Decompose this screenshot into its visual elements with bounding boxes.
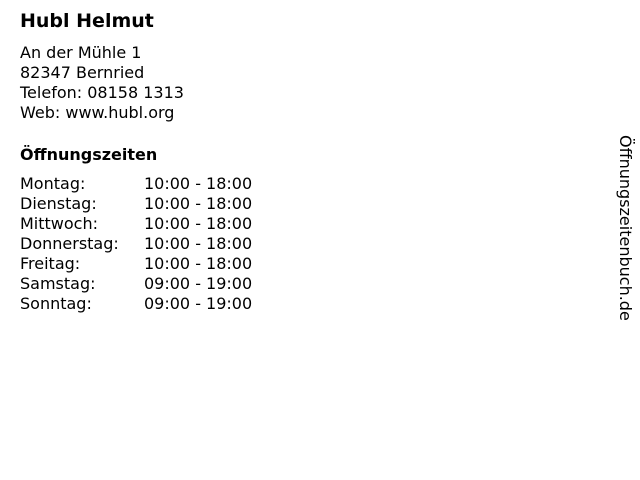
day: Freitag: xyxy=(20,254,81,273)
phone: Telefon: 08158 1313 xyxy=(20,83,184,102)
hours-row: Sonntag: 09:00 - 19:00 xyxy=(20,294,252,314)
day: Montag: xyxy=(20,174,86,193)
watermark: Öffnungszeitenbuch.de xyxy=(616,135,635,321)
day: Dienstag: xyxy=(20,194,97,213)
day: Mittwoch: xyxy=(20,214,98,233)
day: Samstag: xyxy=(20,274,96,293)
city: 82347 Bernried xyxy=(20,63,145,82)
day: Sonntag: xyxy=(20,294,92,313)
time: 10:00 - 18:00 xyxy=(144,174,253,193)
hours-table: Montag: 10:00 - 18:00 Dienstag: 10:00 - 18:… xyxy=(20,174,252,314)
time: 10:00 - 18:00 xyxy=(144,234,253,253)
time: 10:00 - 18:00 xyxy=(144,194,253,213)
hours-row: Freitag: 10:00 - 18:00 xyxy=(20,254,252,274)
time: 09:00 - 19:00 xyxy=(144,274,253,293)
hours-row: Donnerstag: 10:00 - 18:00 xyxy=(20,234,252,254)
website: Web: www.hubl.org xyxy=(20,103,175,122)
hours-heading: Öffnungszeiten xyxy=(20,145,158,164)
time: 10:00 - 18:00 xyxy=(144,254,253,273)
business-name: Hubl Helmut xyxy=(20,10,154,32)
street: An der Mühle 1 xyxy=(20,43,142,62)
time: 10:00 - 18:00 xyxy=(144,214,253,233)
time: 09:00 - 19:00 xyxy=(144,294,253,313)
address-block: An der Mühle 1 82347 Bernried Telefon: 0… xyxy=(20,43,184,123)
hours-row: Mittwoch: 10:00 - 18:00 xyxy=(20,214,252,234)
hours-row: Samstag: 09:00 - 19:00 xyxy=(20,274,252,294)
day: Donnerstag: xyxy=(20,234,119,253)
hours-row: Dienstag: 10:00 - 18:00 xyxy=(20,194,252,214)
hours-row: Montag: 10:00 - 18:00 xyxy=(20,174,252,194)
